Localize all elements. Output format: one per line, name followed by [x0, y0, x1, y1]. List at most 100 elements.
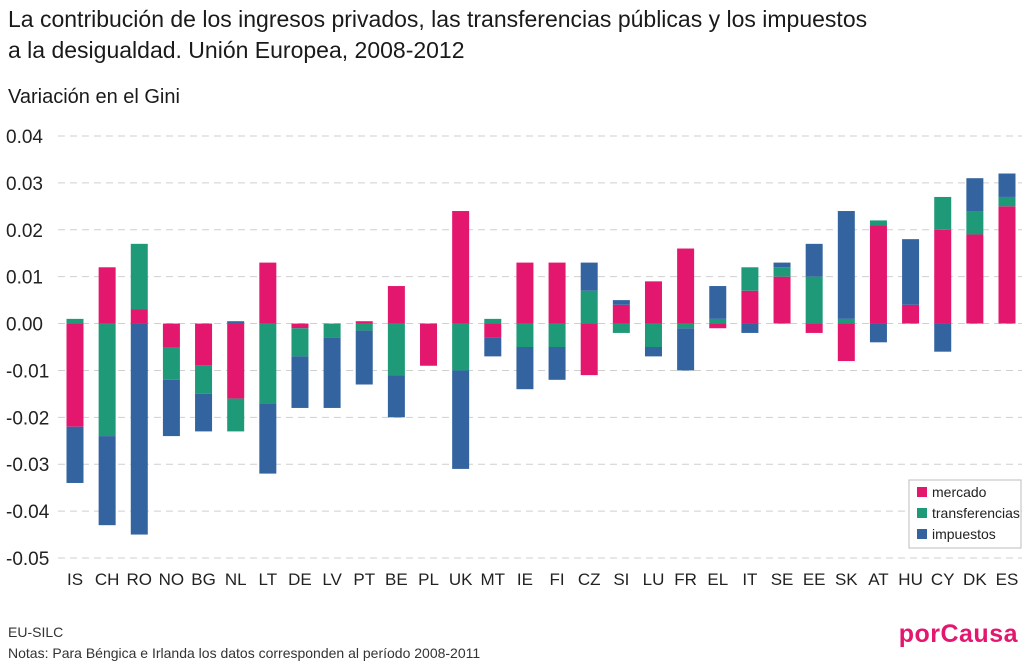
- brand-logo: porCausa: [898, 620, 1018, 648]
- bar-mercado-no: [162, 323, 180, 347]
- legend-label-impuestos: impuestos: [932, 526, 996, 542]
- bar-transferencias-ie: [516, 323, 534, 347]
- bar-transferencias-ee: [805, 276, 823, 324]
- bar-mercado-uk: [452, 211, 470, 324]
- bar-impuestos-uk: [452, 370, 470, 469]
- bar-mercado-ch: [98, 267, 116, 324]
- bar-impuestos-fr: [677, 328, 695, 371]
- bar-impuestos-lt: [259, 403, 277, 474]
- bar-transferencias-fi: [548, 323, 566, 347]
- bar-impuestos-de: [291, 356, 309, 408]
- y-tick-label: 0.01: [6, 268, 43, 289]
- bar-impuestos-ro: [130, 323, 148, 535]
- bar-impuestos-si: [612, 300, 630, 305]
- bar-impuestos-se: [773, 262, 791, 268]
- bar-impuestos-mt: [484, 337, 502, 357]
- bar-transferencias-de: [291, 328, 309, 357]
- bar-transferencias-mt: [484, 318, 502, 324]
- bar-impuestos-cz: [580, 262, 598, 291]
- bar-transferencias-uk: [452, 323, 470, 371]
- y-tick-label: -0.05: [6, 549, 49, 570]
- bar-transferencias-is: [66, 318, 84, 324]
- bar-impuestos-it: [741, 323, 759, 333]
- x-tick-label: LU: [643, 570, 665, 589]
- x-tick-label: LT: [259, 570, 278, 589]
- y-tick-label: -0.01: [6, 361, 49, 382]
- x-tick-label: CY: [931, 570, 955, 589]
- bar-impuestos-bg: [195, 393, 213, 432]
- bar-mercado-at: [869, 225, 887, 324]
- x-tick-label: NO: [159, 570, 185, 589]
- bar-impuestos-fi: [548, 347, 566, 380]
- bar-mercado-is: [66, 323, 84, 427]
- legend-swatch-transferencias: [917, 508, 927, 518]
- bar-mercado-lt: [259, 262, 277, 324]
- x-tick-label: BG: [191, 570, 216, 589]
- x-tick-label: IS: [67, 570, 83, 589]
- bar-mercado-de: [291, 323, 309, 329]
- bar-impuestos-lu: [644, 347, 662, 357]
- bar-impuestos-nl: [227, 321, 245, 324]
- bar-transferencias-fr: [677, 323, 695, 329]
- y-tick-label: -0.04: [6, 502, 50, 523]
- x-tick-label: BE: [385, 570, 408, 589]
- bar-transferencias-ch: [98, 323, 116, 437]
- bar-transferencias-no: [162, 347, 180, 380]
- bar-transferencias-dk: [966, 211, 984, 235]
- y-tick-label: 0.02: [6, 221, 43, 242]
- legend-box: [908, 479, 1022, 549]
- x-tick-label: LV: [322, 570, 342, 589]
- bar-impuestos-el: [709, 286, 727, 319]
- bar-transferencias-lu: [644, 323, 662, 347]
- y-axis-label: Variación en el Gini: [8, 86, 180, 108]
- bar-mercado-pt: [355, 321, 373, 324]
- y-tick-label: -0.03: [6, 455, 49, 476]
- bar-impuestos-ie: [516, 347, 534, 390]
- x-tick-label: AT: [868, 570, 888, 589]
- bar-mercado-nl: [227, 323, 245, 399]
- x-tick-label: FR: [674, 570, 697, 589]
- bar-mercado-pl: [420, 323, 438, 366]
- x-tick-label: DK: [963, 570, 987, 589]
- x-tick-label: IE: [517, 570, 533, 589]
- x-tick-label: HU: [898, 570, 923, 589]
- legend-label-mercado: mercado: [932, 484, 987, 500]
- bar-transferencias-el: [709, 318, 727, 324]
- bar-mercado-cy: [934, 229, 952, 324]
- bar-mercado-cz: [580, 323, 598, 376]
- x-tick-label: EE: [803, 570, 826, 589]
- bar-mercado-sk: [837, 323, 855, 362]
- bar-mercado-fi: [548, 262, 566, 324]
- x-tick-label: CZ: [578, 570, 601, 589]
- bar-transferencias-it: [741, 267, 759, 291]
- bar-mercado-ie: [516, 262, 534, 324]
- y-tick-label: 0.04: [6, 127, 43, 148]
- bar-transferencias-pt: [355, 323, 373, 331]
- bar-impuestos-no: [162, 379, 180, 437]
- x-tick-label: EL: [707, 570, 728, 589]
- bar-impuestos-hu: [902, 239, 920, 305]
- bar-transferencias-ro: [130, 243, 148, 310]
- bar-impuestos-be: [387, 375, 405, 418]
- x-tick-label: FI: [550, 570, 565, 589]
- bar-transferencias-es: [998, 196, 1016, 207]
- bar-transferencias-lt: [259, 323, 277, 404]
- bar-impuestos-is: [66, 426, 84, 483]
- bar-transferencias-at: [869, 220, 887, 226]
- bar-mercado-se: [773, 276, 791, 324]
- bar-mercado-lu: [644, 281, 662, 324]
- x-tick-label: MT: [481, 570, 506, 589]
- bar-transferencias-bg: [195, 365, 213, 394]
- legend-label-transferencias: transferencias: [932, 505, 1020, 521]
- bar-transferencias-cz: [580, 290, 598, 324]
- bar-mercado-hu: [902, 304, 920, 324]
- bar-impuestos-at: [869, 323, 887, 343]
- bar-transferencias-nl: [227, 398, 245, 432]
- bar-mercado-be: [387, 286, 405, 324]
- bar-mercado-si: [612, 304, 630, 324]
- bar-impuestos-ch: [98, 436, 116, 526]
- bar-mercado-bg: [195, 323, 213, 366]
- bar-impuestos-sk: [837, 211, 855, 319]
- legend-swatch-mercado: [917, 487, 927, 497]
- x-tick-label: PT: [353, 570, 375, 589]
